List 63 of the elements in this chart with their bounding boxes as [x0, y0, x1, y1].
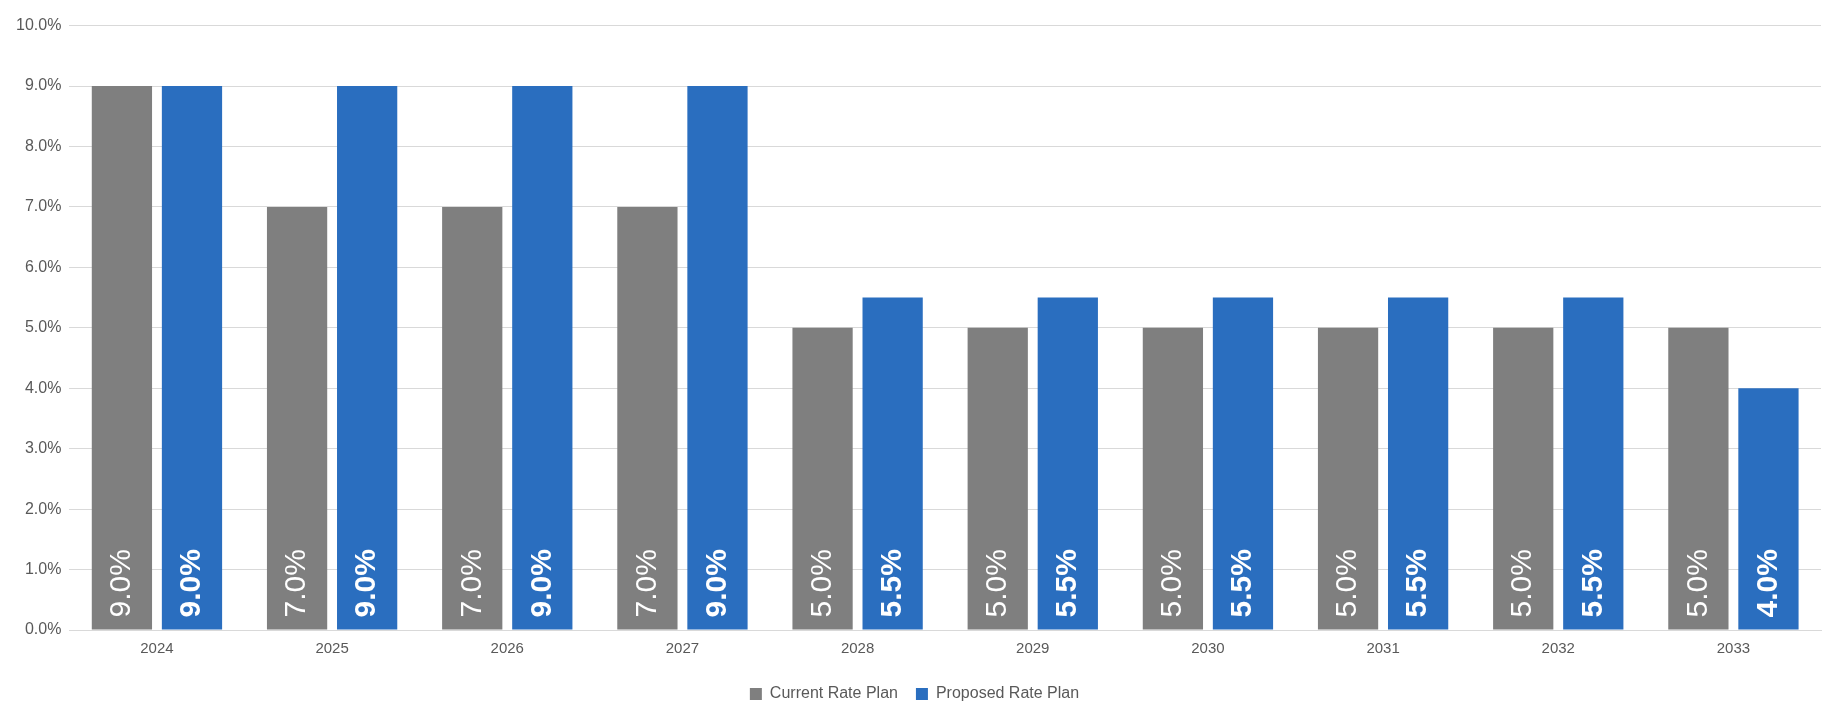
bar — [967, 327, 1028, 630]
x-tick-label: 2025 — [315, 639, 349, 657]
y-tick-label: 4.0% — [24, 378, 62, 396]
bar — [266, 206, 328, 630]
bar — [1142, 327, 1204, 630]
bar — [687, 86, 748, 630]
data-label: 9.0% — [698, 549, 732, 618]
bar — [862, 297, 923, 630]
data-label: 4.0% — [1749, 549, 1783, 618]
bar — [91, 86, 153, 630]
y-tick-label: 3.0% — [24, 439, 62, 457]
bar — [1212, 297, 1274, 630]
data-label: 7.0% — [453, 549, 487, 618]
x-tick-label: 2024 — [140, 639, 174, 657]
x-tick-label: 2033 — [1716, 639, 1751, 657]
data-label: 9.0% — [523, 549, 557, 618]
bar — [442, 206, 503, 630]
y-tick-label: 7.0% — [24, 197, 62, 215]
y-tick-label: 6.0% — [24, 257, 62, 275]
bar — [1317, 327, 1379, 630]
data-label: 5.5% — [1574, 549, 1608, 618]
data-label: 5.5% — [1224, 549, 1258, 618]
x-tick-label: 2031 — [1366, 639, 1400, 657]
bar — [792, 327, 853, 630]
x-tick-label: 2032 — [1541, 639, 1575, 657]
bar — [1668, 327, 1729, 630]
x-tick-label: 2030 — [1191, 639, 1225, 657]
data-label: 5.0% — [1504, 549, 1538, 618]
data-label: 5.0% — [1154, 549, 1188, 618]
legend-label: Current Rate Plan — [769, 684, 898, 702]
data-label: 7.0% — [278, 549, 312, 618]
data-label: 5.0% — [1679, 549, 1713, 618]
y-tick-label: 10.0% — [15, 16, 62, 34]
data-label: 5.0% — [803, 549, 837, 618]
bar — [337, 86, 398, 630]
bar — [512, 86, 573, 630]
data-label: 7.0% — [628, 549, 662, 618]
data-label: 5.5% — [1399, 549, 1433, 618]
bar — [1563, 297, 1624, 630]
y-tick-label: 5.0% — [24, 318, 62, 336]
x-tick-label: 2027 — [665, 639, 700, 657]
data-label: 5.5% — [873, 549, 907, 618]
y-tick-label: 1.0% — [24, 559, 62, 577]
bar — [1388, 297, 1449, 630]
data-label: 9.0% — [103, 549, 137, 618]
x-tick-label: 2028 — [840, 639, 875, 657]
data-label: 9.0% — [348, 549, 382, 618]
bar — [617, 206, 678, 630]
bar — [1037, 297, 1098, 630]
y-tick-label: 2.0% — [24, 499, 62, 517]
data-label: 9.0% — [173, 549, 207, 618]
data-label: 5.0% — [1329, 549, 1363, 618]
data-label: 5.5% — [1049, 549, 1083, 618]
bar — [1493, 327, 1554, 630]
x-tick-label: 2026 — [490, 639, 524, 657]
y-tick-label: 0.0% — [24, 620, 62, 638]
y-tick-label: 8.0% — [24, 136, 62, 154]
x-tick-label: 2029 — [1016, 639, 1050, 657]
y-tick-label: 9.0% — [24, 76, 62, 94]
bar — [1738, 388, 1799, 630]
legend-label: Proposed Rate Plan — [935, 684, 1080, 702]
bar — [161, 86, 223, 630]
data-label: 5.0% — [979, 549, 1012, 618]
